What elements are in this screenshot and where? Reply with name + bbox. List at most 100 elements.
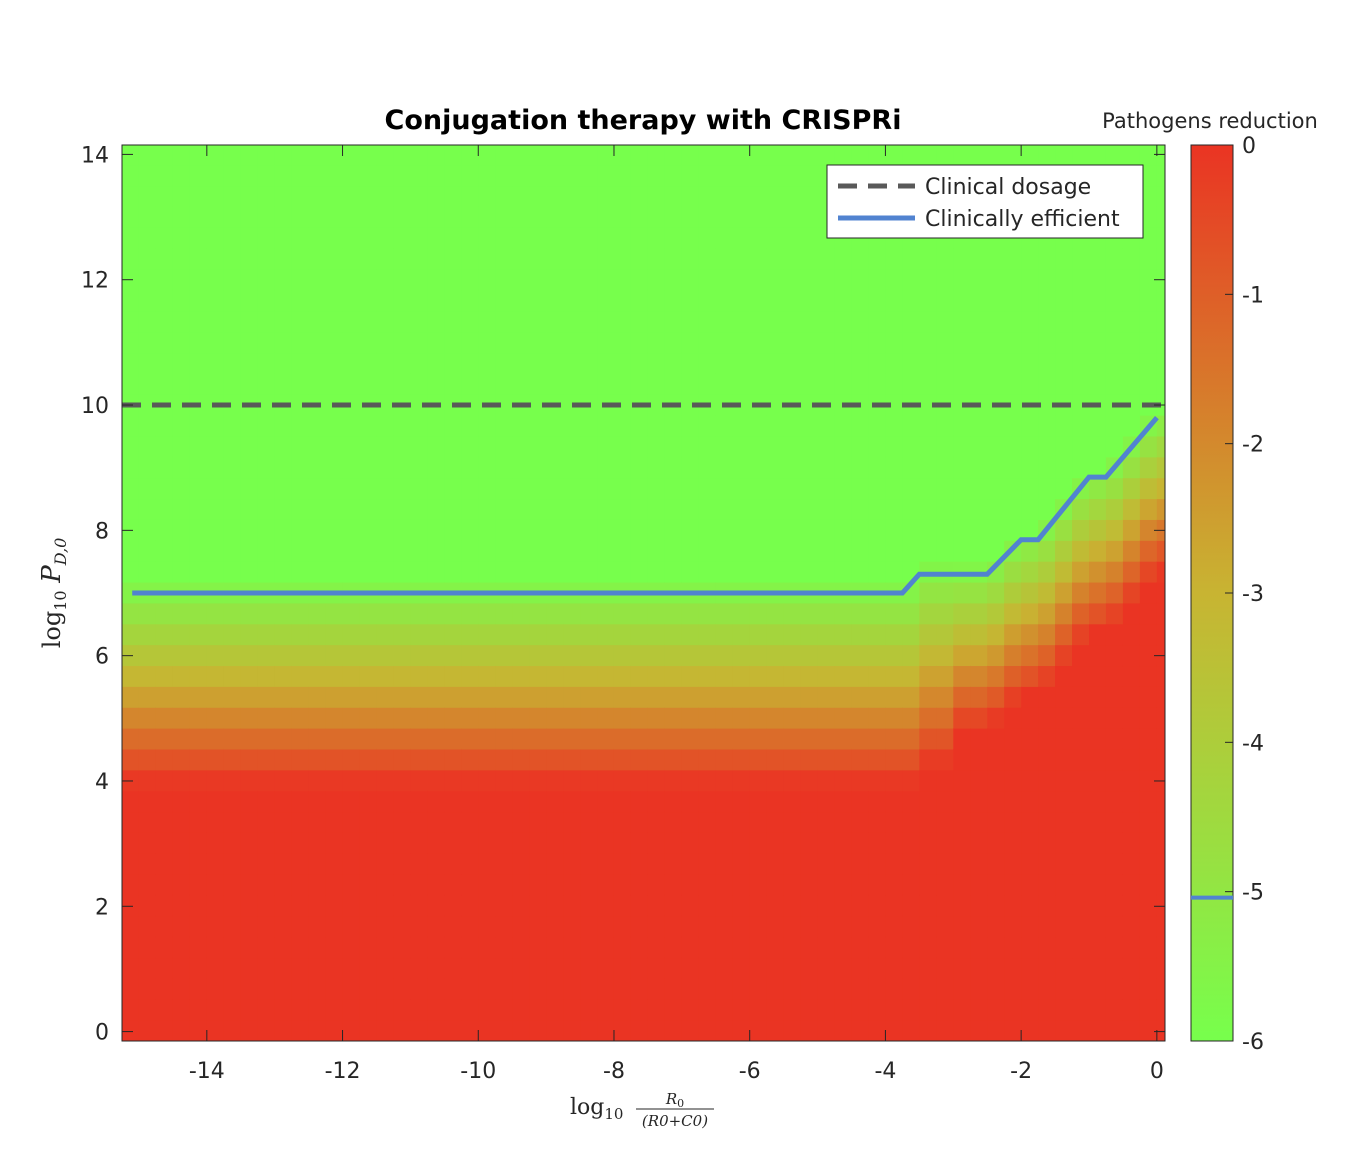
heatmap-cell	[461, 790, 479, 813]
heatmap-cell	[1021, 748, 1039, 771]
heatmap-cell	[495, 874, 513, 896]
heatmap-cell	[122, 999, 140, 1021]
heatmap-cell	[630, 456, 649, 479]
heatmap-cell	[427, 227, 445, 249]
heatmap-cell	[376, 1020, 395, 1041]
heatmap-cell	[138, 289, 157, 312]
heatmap-cell	[359, 894, 378, 917]
heatmap-cell	[478, 811, 496, 833]
heatmap-cell	[1021, 519, 1039, 541]
heatmap-cell	[817, 248, 836, 270]
heatmap-cell	[274, 248, 293, 270]
heatmap-cell	[732, 790, 751, 813]
heatmap-cell	[325, 310, 344, 333]
heatmap-cell	[257, 289, 276, 312]
heatmap-cell	[783, 686, 802, 708]
heatmap-cell	[1072, 456, 1090, 479]
y-tick-label: 14	[81, 143, 109, 168]
heatmap-cell	[885, 769, 903, 792]
heatmap-cell	[834, 289, 853, 312]
heatmap-cell	[1122, 936, 1141, 959]
heatmap-cell	[868, 373, 887, 395]
heatmap-cell	[495, 978, 513, 1000]
heatmap-cell	[223, 665, 242, 687]
heatmap-cell	[936, 310, 954, 333]
heatmap-cell	[1021, 728, 1039, 750]
heatmap-cell	[274, 853, 293, 875]
heatmap-cell	[630, 540, 649, 562]
heatmap-cell	[546, 185, 564, 207]
heatmap-cell	[478, 145, 496, 166]
heatmap-cell	[155, 352, 174, 374]
heatmap-cell	[1038, 581, 1056, 604]
heatmap-cell	[647, 894, 666, 917]
heatmap-cell	[257, 957, 276, 979]
heatmap-cell	[291, 415, 310, 437]
heatmap-cell	[817, 331, 836, 354]
heatmap-cell	[1122, 519, 1141, 541]
heatmap-cell	[1055, 331, 1073, 354]
legend-box	[826, 164, 1144, 239]
heatmap-cell	[732, 874, 751, 896]
heatmap-cell	[155, 978, 174, 1000]
heatmap-cell	[240, 748, 259, 771]
heatmap-cell	[868, 415, 887, 437]
heatmap-cell	[257, 561, 276, 583]
heatmap-cell	[122, 623, 140, 646]
heatmap-cell	[715, 248, 734, 270]
heatmap-cell	[1038, 748, 1056, 771]
heatmap-cell	[919, 936, 937, 959]
heatmap-cell	[732, 498, 751, 520]
heatmap-cell	[274, 728, 293, 750]
heatmap-cell	[698, 602, 717, 625]
heatmap-cell	[1089, 145, 1107, 166]
heatmap-cell	[800, 352, 819, 374]
heatmap-cell	[410, 999, 428, 1021]
heatmap-cell	[1089, 999, 1107, 1021]
heatmap-cell	[563, 269, 581, 291]
heatmap-cell	[240, 790, 259, 813]
heatmap-cell	[681, 936, 700, 959]
heatmap-cell	[953, 415, 971, 437]
heatmap-cell	[138, 498, 157, 520]
heatmap-cell	[664, 936, 683, 959]
heatmap-cell	[155, 1020, 174, 1041]
heatmap-cell	[868, 331, 887, 354]
heatmap-cell	[885, 978, 903, 1000]
heatmap-cell	[1122, 915, 1141, 938]
heatmap-cell	[613, 832, 632, 854]
heatmap-cell	[953, 602, 971, 625]
heatmap-cell	[291, 644, 310, 667]
heatmap-cell	[240, 686, 259, 708]
heatmap-cell	[970, 728, 988, 750]
heatmap-cell	[902, 853, 920, 875]
heatmap-cell	[681, 602, 700, 625]
heatmap-cell	[749, 894, 768, 917]
heatmap-cell	[715, 206, 734, 228]
heatmap-cell	[783, 498, 802, 520]
heatmap-cell	[172, 707, 191, 729]
heatmap-cell	[1038, 644, 1056, 667]
heatmap-cell	[630, 832, 649, 854]
heatmap-cell	[902, 435, 920, 458]
heatmap-cell	[1055, 519, 1073, 541]
heatmap-cell	[1105, 1020, 1124, 1041]
heatmap-cell	[122, 540, 140, 562]
heatmap-cell	[1139, 145, 1158, 166]
heatmap-cell	[1089, 790, 1107, 813]
heatmap-cell	[240, 435, 259, 458]
heatmap-cell	[783, 728, 802, 750]
heatmap-cell	[308, 269, 327, 291]
heatmap-cell	[749, 415, 768, 437]
heatmap-cell	[1004, 477, 1022, 500]
heatmap-cell	[393, 227, 411, 249]
heatmap-cell	[902, 728, 920, 750]
heatmap-cell	[427, 602, 445, 625]
heatmap-cell	[393, 999, 411, 1021]
heatmap-cell	[1156, 790, 1165, 813]
heatmap-cell	[834, 769, 853, 792]
heatmap-cell	[902, 832, 920, 854]
heatmap-cell	[240, 602, 259, 625]
heatmap-cell	[970, 769, 988, 792]
heatmap-cell	[1156, 853, 1165, 875]
